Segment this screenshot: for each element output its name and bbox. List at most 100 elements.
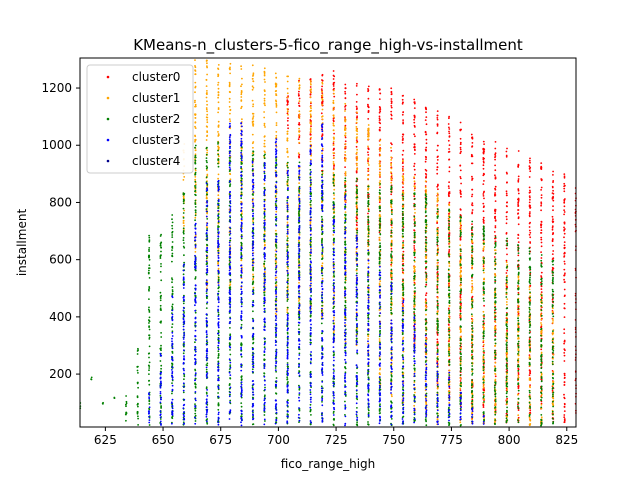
data-point-cluster3	[206, 201, 209, 204]
data-point-cluster2	[332, 192, 335, 195]
data-point-cluster2	[171, 214, 174, 216]
data-point-cluster1	[217, 134, 220, 137]
data-point-cluster1	[194, 176, 197, 178]
data-point-cluster3	[263, 235, 266, 237]
data-point-cluster3	[217, 239, 220, 242]
data-point-cluster1	[263, 142, 266, 145]
data-point-cluster2	[160, 406, 163, 408]
data-point-cluster3	[310, 160, 312, 162]
data-point-cluster2	[194, 276, 197, 278]
data-point-cluster3	[286, 369, 289, 372]
data-point-cluster3	[263, 213, 266, 216]
data-point-cluster3	[229, 386, 232, 389]
data-point-cluster2	[240, 234, 243, 236]
data-point-cluster3	[240, 181, 243, 183]
data-point-cluster1	[194, 59, 196, 61]
data-point-cluster1	[275, 210, 278, 213]
data-point-cluster3	[332, 382, 335, 384]
data-point-cluster3	[309, 151, 312, 154]
data-point-cluster3	[344, 267, 347, 270]
data-point-cluster2	[205, 165, 208, 168]
data-point-cluster3	[263, 307, 266, 310]
data-point-cluster2	[206, 218, 209, 220]
data-point-cluster3	[240, 218, 243, 220]
data-point-cluster3	[206, 376, 208, 379]
data-point-cluster3	[286, 206, 289, 209]
data-point-cluster1	[206, 93, 208, 96]
data-point-cluster2	[148, 356, 150, 359]
data-point-cluster2	[217, 165, 220, 168]
data-point-cluster3	[355, 410, 358, 413]
data-point-cluster3	[205, 189, 208, 192]
data-point-cluster2	[356, 407, 358, 409]
data-point-cluster2	[367, 333, 369, 336]
data-point-cluster3	[251, 264, 254, 267]
data-point-cluster2	[298, 348, 301, 351]
data-point-cluster2	[137, 386, 140, 389]
data-point-cluster2	[148, 306, 150, 309]
data-point-cluster3	[217, 188, 220, 191]
data-point-cluster2	[148, 247, 151, 249]
data-point-cluster3	[287, 415, 289, 418]
data-point-cluster3	[298, 264, 301, 266]
data-point-cluster3	[263, 189, 266, 192]
data-point-cluster3	[240, 267, 243, 270]
data-point-cluster3	[217, 214, 220, 217]
data-point-cluster3	[286, 290, 289, 292]
data-point-cluster0	[320, 112, 323, 115]
data-point-cluster3	[206, 357, 209, 359]
data-point-cluster3	[298, 197, 301, 200]
data-point-cluster3	[171, 345, 173, 347]
data-point-cluster3	[333, 287, 335, 290]
data-point-cluster3	[251, 161, 254, 164]
data-point-cluster0	[298, 136, 301, 139]
data-point-cluster3	[205, 294, 208, 297]
data-point-cluster0	[344, 147, 346, 150]
data-point-cluster1	[333, 137, 335, 140]
data-point-cluster3	[194, 317, 197, 320]
data-point-cluster3	[355, 317, 358, 320]
data-point-cluster1	[298, 113, 301, 116]
data-point-cluster2	[287, 265, 289, 268]
data-point-cluster3	[275, 380, 278, 382]
data-point-cluster2	[274, 262, 277, 265]
data-point-cluster2	[159, 307, 162, 310]
data-point-cluster2	[194, 420, 197, 422]
data-point-cluster3	[217, 199, 220, 201]
data-point-cluster3	[286, 348, 289, 351]
data-point-cluster3	[159, 416, 162, 419]
data-point-cluster3	[217, 366, 219, 368]
data-point-cluster3	[205, 279, 208, 281]
data-point-cluster2	[367, 232, 370, 235]
data-point-cluster2	[137, 417, 140, 420]
data-point-cluster2	[263, 411, 266, 413]
data-point-cluster1	[275, 131, 278, 133]
data-point-cluster1	[321, 95, 323, 97]
data-point-cluster3	[240, 276, 243, 278]
data-point-cluster1	[228, 118, 231, 120]
data-point-cluster2	[241, 216, 243, 218]
data-point-cluster3	[356, 325, 358, 328]
data-point-cluster2	[275, 281, 278, 283]
data-point-cluster2	[182, 302, 185, 305]
data-point-cluster2	[263, 186, 266, 189]
data-point-cluster1	[252, 277, 255, 280]
data-point-cluster3	[309, 216, 312, 219]
data-point-cluster3	[333, 206, 335, 209]
data-point-cluster0	[367, 118, 370, 120]
data-point-cluster3	[264, 208, 266, 211]
data-point-cluster2	[286, 164, 289, 167]
data-point-cluster2	[206, 273, 208, 276]
data-point-cluster3	[264, 342, 266, 344]
data-point-cluster2	[148, 248, 150, 251]
data-point-cluster2	[240, 161, 243, 164]
data-point-cluster3	[310, 376, 312, 378]
data-point-cluster2	[217, 404, 220, 406]
data-point-cluster2	[240, 177, 243, 179]
data-point-cluster3	[159, 352, 162, 355]
data-point-cluster2	[90, 378, 92, 380]
data-point-cluster1	[264, 126, 266, 128]
data-point-cluster3	[309, 333, 312, 336]
data-point-cluster3	[171, 331, 174, 334]
data-point-cluster3	[229, 147, 231, 150]
